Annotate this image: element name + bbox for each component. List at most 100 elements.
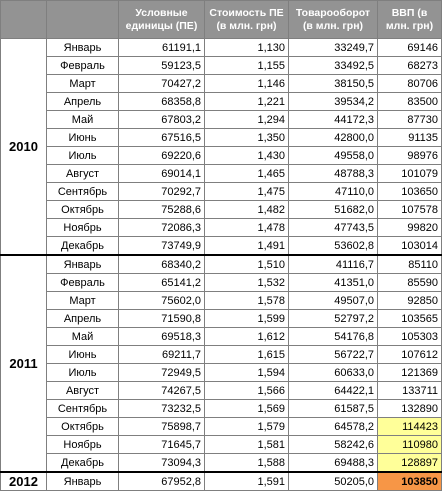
table-row: Февраль 65141,2 1,532 41351,0 85590 — [1, 273, 442, 292]
month-cell: Март — [46, 74, 119, 93]
table-row: Июнь 67516,5 1,350 42800,0 91135 — [1, 128, 442, 147]
turnover-cell: 58242,6 — [288, 435, 378, 454]
gdp-cell: 98976 — [377, 146, 442, 165]
cost-cell: 1,581 — [204, 435, 289, 454]
ue-cell: 71645,7 — [118, 435, 205, 454]
turnover-cell: 38150,5 — [288, 74, 378, 93]
table-body: 2010 Январь 61191,1 1,130 33249,7 69146 Феврал… — [0, 38, 442, 491]
month-cell: Июль — [46, 146, 119, 165]
gdp-cell: 114423 — [377, 417, 442, 436]
turnover-cell: 61587,5 — [288, 399, 378, 418]
cost-cell: 1,579 — [204, 417, 289, 436]
month-cell: Июнь — [46, 128, 119, 147]
cost-cell: 1,591 — [204, 471, 289, 491]
gdp-cell: 91135 — [377, 128, 442, 147]
gdp-cell: 103650 — [377, 182, 442, 201]
ue-cell: 69220,6 — [118, 146, 205, 165]
month-cell: Июнь — [46, 345, 119, 364]
header-year — [0, 0, 47, 39]
gdp-cell: 110980 — [377, 435, 442, 454]
table-row: Апрель 68358,8 1,221 39534,2 83500 — [1, 92, 442, 111]
gdp-cell: 133711 — [377, 381, 442, 400]
table-row: Март 75602,0 1,578 49507,0 92850 — [1, 291, 442, 310]
gdp-cell: 128897 — [377, 453, 442, 473]
month-cell: Ноябрь — [46, 218, 119, 237]
cost-cell: 1,155 — [204, 56, 289, 75]
ue-cell: 71590,8 — [118, 309, 205, 328]
table-row: Октябрь 75898,7 1,579 64578,2 114423 — [1, 417, 442, 436]
ue-cell: 69211,7 — [118, 345, 205, 364]
ue-cell: 67803,2 — [118, 110, 205, 129]
year-cell: 2011 — [0, 254, 47, 473]
cost-cell: 1,294 — [204, 110, 289, 129]
table-row: 2010 Январь 61191,1 1,130 33249,7 69146 — [0, 38, 442, 256]
turnover-cell: 33492,5 — [288, 56, 378, 75]
gdp-cell: 87730 — [377, 110, 442, 129]
ue-cell: 72949,5 — [118, 363, 205, 382]
cost-cell: 1,350 — [204, 128, 289, 147]
table-row: Апрель 71590,8 1,599 52797,2 103565 — [1, 309, 442, 328]
month-cell: Январь — [46, 254, 119, 274]
header-row: Условные единицы (ПЕ) Стоимость ПЕ (в мл… — [0, 0, 442, 39]
ue-cell: 67516,5 — [118, 128, 205, 147]
month-cell: Апрель — [46, 92, 119, 111]
cost-cell: 1,510 — [204, 254, 289, 274]
ue-cell: 68358,8 — [118, 92, 205, 111]
cost-cell: 1,566 — [204, 381, 289, 400]
cost-cell: 1,612 — [204, 327, 289, 346]
turnover-cell: 41351,0 — [288, 273, 378, 292]
turnover-cell: 60633,0 — [288, 363, 378, 382]
gdp-cell: 68273 — [377, 56, 442, 75]
gdp-cell: 103565 — [377, 309, 442, 328]
turnover-cell: 53602,8 — [288, 236, 378, 256]
gdp-cell: 103850 — [377, 471, 442, 491]
turnover-cell: 42800,0 — [288, 128, 378, 147]
turnover-cell: 49507,0 — [288, 291, 378, 310]
month-cell: Февраль — [46, 56, 119, 75]
cost-cell: 1,146 — [204, 74, 289, 93]
table-row: Сентябрь 73232,5 1,569 61587,5 132890 — [1, 399, 442, 418]
table-row: Сентябрь 70292,7 1,475 47110,0 103650 — [1, 182, 442, 201]
cost-cell: 1,475 — [204, 182, 289, 201]
cost-cell: 1,430 — [204, 146, 289, 165]
month-cell: Октябрь — [46, 417, 119, 436]
month-cell: Декабрь — [46, 236, 119, 256]
cost-cell: 1,594 — [204, 363, 289, 382]
cost-cell: 1,615 — [204, 345, 289, 364]
header-month — [46, 0, 119, 39]
gdp-cell: 80706 — [377, 74, 442, 93]
cost-cell: 1,130 — [204, 38, 289, 57]
gdp-cell: 69146 — [377, 38, 442, 57]
ue-cell: 67952,8 — [118, 471, 205, 491]
cost-cell: 1,588 — [204, 453, 289, 473]
month-cell: Январь — [46, 471, 119, 491]
turnover-cell: 33249,7 — [288, 38, 378, 57]
month-cell: Август — [46, 381, 119, 400]
table-row: 2011 Январь 68340,2 1,510 41116,7 85110 — [0, 254, 442, 473]
cost-cell: 1,465 — [204, 164, 289, 183]
cost-cell: 1,482 — [204, 200, 289, 219]
ue-cell: 75288,6 — [118, 200, 205, 219]
ue-cell: 73094,3 — [118, 453, 205, 473]
turnover-cell: 51682,0 — [288, 200, 378, 219]
turnover-cell: 49558,0 — [288, 146, 378, 165]
table-row: Ноябрь 72086,3 1,478 47743,5 99820 — [1, 218, 442, 237]
cost-cell: 1,578 — [204, 291, 289, 310]
gdp-cell: 132890 — [377, 399, 442, 418]
month-cell: Июль — [46, 363, 119, 382]
ue-cell: 73749,9 — [118, 236, 205, 256]
month-cell: Февраль — [46, 273, 119, 292]
turnover-cell: 48788,3 — [288, 164, 378, 183]
month-cell: Сентябрь — [46, 399, 119, 418]
table-row: Май 67803,2 1,294 44172,3 87730 — [1, 110, 442, 129]
ue-cell: 61191,1 — [118, 38, 205, 57]
month-cell: Май — [46, 327, 119, 346]
table-row: Октябрь 75288,6 1,482 51682,0 107578 — [1, 200, 442, 219]
turnover-cell: 50205,0 — [288, 471, 378, 491]
gdp-cell: 85590 — [377, 273, 442, 292]
table-row: Август 74267,5 1,566 64422,1 133711 — [1, 381, 442, 400]
table-row: Декабрь 73094,3 1,588 69488,3 128897 — [1, 453, 442, 473]
turnover-cell: 44172,3 — [288, 110, 378, 129]
gdp-cell: 101079 — [377, 164, 442, 183]
table-row: Май 69518,3 1,612 54176,8 105303 — [1, 327, 442, 346]
